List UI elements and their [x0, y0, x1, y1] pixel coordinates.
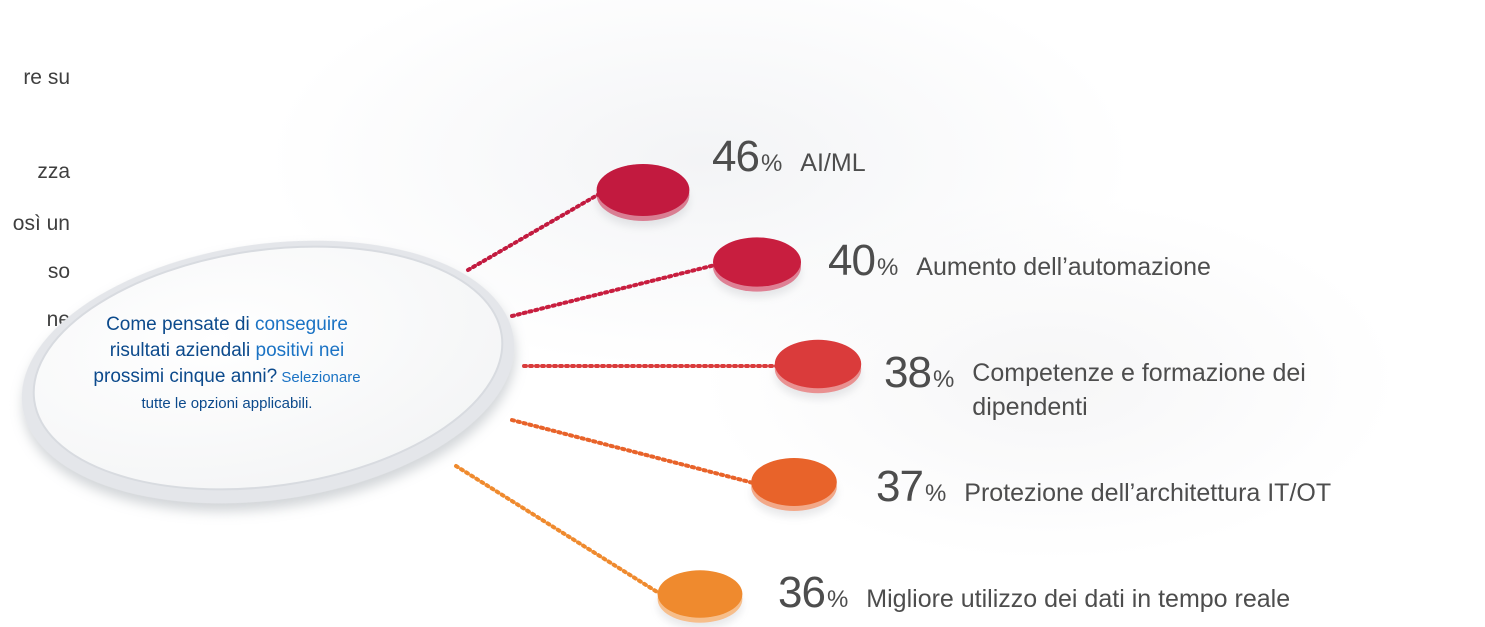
value-marker-2	[713, 237, 801, 292]
category-label-2: Aumento dell’automazione	[916, 253, 1211, 281]
question-instruction-1: Selezionare	[277, 369, 361, 386]
center-ring	[21, 240, 515, 504]
percent-sign-2: %	[876, 254, 899, 281]
question-instruction-2: tutte le opzioni applicabili.	[141, 395, 313, 412]
label-row-3: 38% Competenze e formazione dei dipendent…	[884, 348, 1422, 424]
question-text-1-highlight: conseguire	[254, 314, 348, 335]
left-text-line-4: so	[47, 260, 70, 283]
connector-line-4	[510, 418, 760, 486]
center-question: Come pensate di conseguire risultati azi…	[92, 312, 362, 415]
value-marker-4	[751, 458, 837, 511]
category-label-1: AI/ML	[800, 149, 866, 177]
value-marker-3	[774, 339, 862, 394]
connector-line-1	[466, 190, 605, 272]
left-text-line-1: re su	[23, 66, 70, 89]
value-marker-5	[657, 570, 743, 623]
percent-sign-5: %	[826, 586, 849, 613]
value-label-1: 46	[712, 132, 760, 181]
connector-line-5	[454, 464, 666, 598]
connector-line-2	[510, 262, 721, 318]
value-label-3: 38	[884, 348, 932, 397]
value-marker-1	[596, 164, 690, 221]
label-row-4: 37% Protezione dell’architettura IT/OT	[876, 462, 1331, 512]
percent-sign-1: %	[760, 150, 783, 177]
label-row-2: 40% Aumento dell’automazione	[828, 236, 1211, 286]
left-text-line-2: zza	[37, 160, 70, 183]
value-markers	[596, 164, 862, 623]
question-text-2: risultati aziendali	[109, 340, 256, 361]
category-label-4: Protezione dell’architettura IT/OT	[964, 479, 1332, 507]
question-text-2-highlight: positivi nei	[255, 340, 345, 361]
percent-sign-4: %	[924, 480, 947, 507]
value-label-2: 40	[828, 236, 876, 285]
value-label-4: 37	[876, 462, 924, 511]
connector-lines	[454, 190, 783, 598]
category-label-3: Competenze e formazione dei dipendenti	[972, 359, 1306, 421]
label-row-1: 46% AI/ML	[712, 132, 866, 182]
left-text-line-3: osì un	[12, 212, 70, 235]
label-row-5: 36% Migliore utilizzo dei dati in tempo r…	[778, 568, 1290, 618]
percent-sign-3: %	[932, 366, 955, 393]
question-text-1: Come pensate di	[106, 314, 255, 335]
category-label-5: Migliore utilizzo dei dati in tempo real…	[866, 585, 1291, 613]
value-label-5: 36	[778, 568, 826, 617]
question-text-3: prossimi cinque anni?	[93, 366, 278, 387]
